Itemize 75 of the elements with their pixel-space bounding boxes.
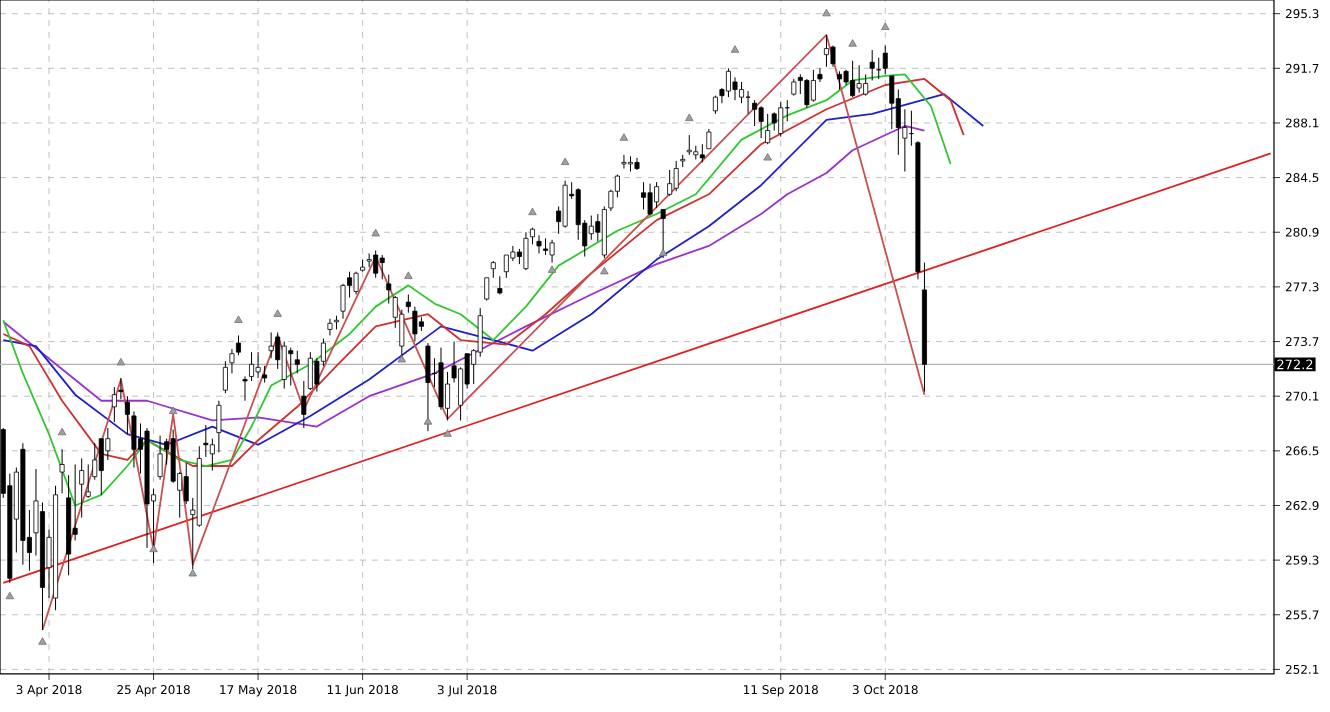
candlestick bbox=[268, 331, 274, 359]
point bbox=[273, 309, 282, 317]
candlestick bbox=[725, 67, 731, 98]
candlestick bbox=[758, 105, 764, 139]
candlestick bbox=[621, 154, 627, 169]
candlestick bbox=[327, 318, 333, 336]
point bbox=[149, 544, 158, 553]
point bbox=[443, 429, 452, 437]
candlestick bbox=[307, 351, 313, 391]
candlestick bbox=[823, 34, 829, 68]
candlestick bbox=[386, 274, 392, 305]
candlestick bbox=[810, 69, 816, 103]
point bbox=[658, 248, 668, 257]
candlestick bbox=[660, 208, 666, 259]
point bbox=[730, 45, 740, 53]
line-series bbox=[2, 125, 926, 428]
candlestick bbox=[425, 342, 431, 432]
candlestick bbox=[562, 180, 568, 229]
candlestick bbox=[850, 60, 856, 98]
candlestick bbox=[353, 271, 359, 295]
candlestick bbox=[882, 45, 888, 75]
point bbox=[234, 315, 243, 323]
candlestick bbox=[863, 73, 869, 97]
candlestick bbox=[667, 169, 673, 197]
candlestick bbox=[837, 70, 843, 91]
candlestick bbox=[732, 76, 738, 101]
candlestick bbox=[536, 234, 542, 254]
point bbox=[188, 568, 197, 577]
point bbox=[397, 354, 407, 363]
point bbox=[685, 113, 694, 121]
candlestick bbox=[588, 215, 594, 241]
point bbox=[168, 406, 178, 414]
point bbox=[822, 8, 831, 17]
point bbox=[423, 417, 433, 425]
point bbox=[5, 591, 15, 600]
candlestick bbox=[869, 49, 875, 81]
point bbox=[619, 133, 629, 141]
candlestick bbox=[301, 380, 307, 429]
point bbox=[560, 157, 570, 166]
point bbox=[404, 271, 413, 279]
candlestick bbox=[373, 249, 379, 279]
point bbox=[57, 427, 67, 436]
candlestick bbox=[379, 254, 385, 280]
candlestick bbox=[549, 239, 555, 264]
candlestick bbox=[157, 435, 163, 481]
candlestick bbox=[673, 160, 679, 192]
point bbox=[528, 207, 537, 216]
point bbox=[600, 266, 609, 275]
candlestick bbox=[111, 386, 117, 423]
candlestick bbox=[778, 101, 784, 138]
candlestick bbox=[294, 350, 300, 374]
candlestick bbox=[686, 134, 692, 156]
point bbox=[763, 153, 772, 161]
point bbox=[38, 637, 47, 645]
candlestick bbox=[523, 231, 529, 271]
candlestick bbox=[856, 64, 862, 94]
candlestick bbox=[216, 400, 222, 453]
candlestick bbox=[59, 448, 65, 494]
point bbox=[547, 265, 557, 273]
candlestick bbox=[366, 253, 372, 268]
candlestick bbox=[641, 181, 647, 210]
candlestick bbox=[745, 90, 751, 115]
point bbox=[848, 39, 857, 47]
candlestick bbox=[484, 277, 490, 302]
candlestick bbox=[255, 351, 261, 379]
candlestick bbox=[654, 181, 660, 209]
point bbox=[881, 22, 890, 30]
candlestick bbox=[288, 347, 294, 387]
candlestick bbox=[765, 113, 771, 145]
candlestick bbox=[503, 254, 509, 279]
line-series bbox=[41, 34, 926, 631]
candlestick bbox=[647, 183, 653, 217]
point bbox=[116, 357, 126, 366]
candlestick bbox=[804, 78, 810, 109]
point bbox=[371, 228, 380, 237]
